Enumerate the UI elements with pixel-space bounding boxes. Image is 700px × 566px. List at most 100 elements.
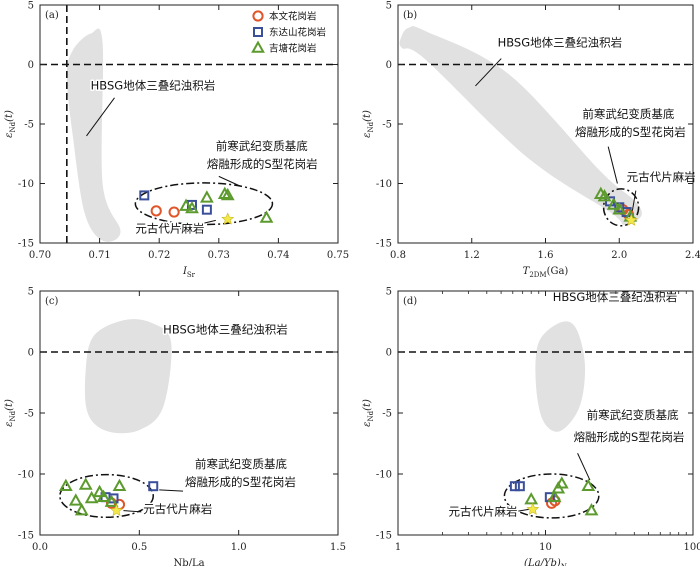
triangle-marker-2 <box>74 503 89 516</box>
legend-label: 本文花岗岩 <box>269 11 317 23</box>
y-tick-label: 5 <box>28 287 34 298</box>
gneiss-star-marker-0 <box>110 503 123 517</box>
x-axis-title: T2DM(Ga) <box>523 266 569 279</box>
triangle-marker-3 <box>612 202 627 215</box>
triangle-marker-5 <box>92 484 107 498</box>
y-tick-label: 0 <box>28 60 34 71</box>
triangle-marker-3 <box>220 187 235 201</box>
y-axis-title-main: ε <box>4 133 15 138</box>
turbidite-field <box>66 28 121 242</box>
annotation: 前寒武纪变质基底 <box>587 408 679 422</box>
triangle-marker-5 <box>584 503 599 516</box>
x-tick-label: 0.70 <box>29 250 51 261</box>
y-tick-label: 0 <box>386 348 392 359</box>
gneiss-star-marker-0 <box>526 502 540 515</box>
leader-line-0 <box>475 58 502 87</box>
series-square <box>509 481 555 503</box>
x-axis-title-unit: (Ga) <box>547 266 569 277</box>
x-tick-label: 0.8 <box>390 250 406 261</box>
annotation: 熔融形成的S型花岗岩 <box>574 430 685 444</box>
y-axis-title: εNd(t) <box>4 399 17 427</box>
annotation: 前寒武纪变质基底 <box>216 139 308 153</box>
series-triangle <box>524 476 599 516</box>
x-tick-label: 2.0 <box>611 250 627 261</box>
triangle-marker-0 <box>179 198 193 211</box>
y-axis-title-sub: Nd <box>9 410 17 421</box>
annotation: 元古代片麻岩 <box>449 504 518 518</box>
triangle-marker-4 <box>259 210 274 223</box>
triangle-marker-3 <box>78 477 93 490</box>
x-axis-title: Nb/La <box>173 558 204 566</box>
y-tick-label: -10 <box>376 179 392 190</box>
turbidite-field <box>535 321 586 432</box>
y-tick-label: -5 <box>382 120 392 131</box>
x-axis-title: (La/Yb)N <box>524 558 567 566</box>
y-axis-title: εNd(t) <box>362 399 375 427</box>
s-type-granite-ellipse <box>602 188 640 227</box>
s-type-granite-ellipse <box>134 182 274 226</box>
turbidite-field <box>399 26 642 226</box>
panel-label: (d) <box>403 296 417 307</box>
leader-line-0 <box>86 97 115 137</box>
x-tick-label: 1.5 <box>330 542 346 553</box>
annotation: HBSG地体三叠纪浊积岩 <box>91 78 216 92</box>
gneiss-star-marker-0 <box>624 213 638 226</box>
leader-line-2 <box>631 190 637 213</box>
annotation: 元古代片麻岩 <box>627 170 696 184</box>
x-tick-label: 1.6 <box>538 250 554 261</box>
triangle-marker-1 <box>597 189 612 202</box>
annotation: HBSG地体三叠纪浊积岩 <box>498 36 623 50</box>
x-tick-label: 0.71 <box>88 250 110 261</box>
annotation: 熔融形成的S型花岗岩 <box>575 125 686 139</box>
plot-area <box>398 26 693 227</box>
annotation: 熔融形成的S型花岗岩 <box>207 157 318 171</box>
triangle-marker-0 <box>58 478 73 491</box>
y-tick-label: 0 <box>386 60 392 71</box>
y-axis-title-main: ε <box>362 422 373 427</box>
plot-area <box>398 321 693 519</box>
legend-label: 吉塘花岗岩 <box>269 43 317 55</box>
y-tick-label: -5 <box>24 120 34 131</box>
annotation: 元古代片麻岩 <box>135 221 204 235</box>
y-tick-label: -5 <box>382 409 392 420</box>
x-tick-label: 10 <box>539 542 552 553</box>
y-axis-title-suffix: (t) <box>4 399 15 411</box>
x-tick-label: 0.73 <box>208 250 230 261</box>
annotation: HBSG地体三叠纪浊积岩 <box>163 323 288 337</box>
x-tick-label: 0.5 <box>131 542 147 553</box>
x-tick-label: 1.2 <box>464 250 480 261</box>
square-marker-1 <box>514 481 525 492</box>
y-axis-title: εNd(t) <box>4 110 17 138</box>
x-axis-title-main: (La/Yb) <box>524 558 561 566</box>
triangle-marker-4 <box>84 490 99 504</box>
plot-area <box>40 319 338 519</box>
x-tick-label: 1 <box>395 542 401 553</box>
y-axis-title-suffix: (t) <box>4 110 15 122</box>
y-tick-label: 5 <box>386 1 392 12</box>
y-axis-title-sub: Nd <box>367 121 375 132</box>
s-type-granite-ellipse <box>503 473 600 519</box>
y-axis-title-sub: Nd <box>9 121 17 132</box>
x-axis-title-sub: Sr <box>187 271 196 279</box>
x-tick-label: 0.0 <box>32 542 48 553</box>
square-marker-2 <box>201 204 212 215</box>
circle-marker-legend-0 <box>252 10 264 22</box>
x-tick-label: 0.74 <box>267 250 289 261</box>
leader-line-0 <box>159 489 184 492</box>
series-triangle <box>58 477 127 516</box>
triangle-marker-0 <box>524 492 539 505</box>
y-tick-label: -15 <box>376 239 392 250</box>
x-tick-label: 100 <box>683 542 700 553</box>
panel-label: (b) <box>403 10 417 21</box>
triangle-marker-7 <box>104 494 119 507</box>
annotation: 元古代片麻岩 <box>143 502 212 516</box>
annotation: HBSG地体三叠纪浊积岩 <box>553 290 678 304</box>
y-tick-label: -15 <box>376 531 392 542</box>
leader-line-1 <box>123 510 142 513</box>
x-axis-title-sub: N <box>561 563 567 566</box>
triangle-marker-2 <box>606 197 621 210</box>
